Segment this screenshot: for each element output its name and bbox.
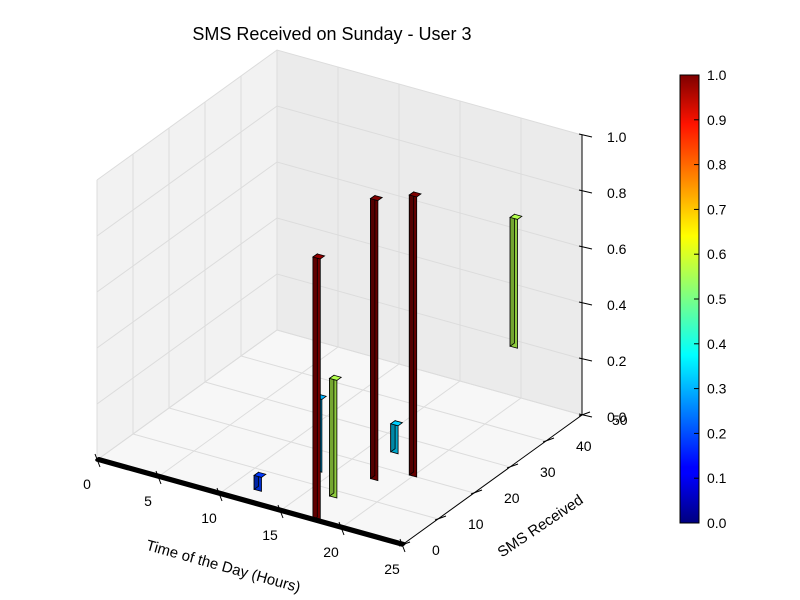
colorbar-tick-label: 1.0 (707, 67, 727, 83)
y-tick-label: 20 (504, 490, 520, 506)
colorbar-tick-label: 0.4 (707, 336, 727, 352)
z-tick-label: 0.4 (607, 297, 627, 313)
bar-side-face (509, 213, 515, 347)
bar (389, 419, 404, 455)
colorbar-tick-label: 0.0 (707, 515, 727, 531)
colorbar-tick-label: 0.7 (707, 201, 727, 217)
bar-top-face (369, 195, 384, 202)
bar-top-face (509, 213, 523, 220)
bar (328, 374, 343, 499)
bar-top-face (408, 191, 422, 198)
z-tick-label: 0.6 (607, 241, 627, 257)
colorbar-tick-label: 0.2 (707, 425, 727, 441)
z-tick-label: 0.2 (607, 353, 627, 369)
colorbar: 0.0 0.1 0.2 0.3 0.4 0.5 0.6 0.7 0.8 0.9 1.0 (679, 67, 727, 531)
x-tick-label: 15 (262, 527, 278, 543)
y-axis-line (401, 414, 583, 546)
bar (408, 191, 422, 478)
gridline-z (96, 217, 583, 349)
bar (253, 471, 267, 492)
y-tick-mark (506, 463, 519, 469)
y-tick-mark (470, 489, 483, 495)
z-tick-mark (578, 133, 593, 138)
colorbar-tick-label: 0.9 (707, 112, 727, 128)
colorbar-tick-label: 0.6 (707, 246, 727, 262)
bar-top-face (389, 420, 404, 427)
x-tick-label: 5 (144, 493, 152, 509)
back-pane (277, 50, 582, 415)
x-tick-label: 25 (384, 561, 400, 577)
colorbar-tick-label: 0.1 (707, 470, 727, 486)
z-tick-label: 0.8 (607, 185, 627, 201)
y-tick-label: 40 (576, 438, 592, 454)
x-axis-label: Time of the Day (Hours) (144, 537, 302, 596)
bar-top-face (311, 253, 326, 260)
bar-side-face (329, 374, 335, 497)
x-tick-label: 0 (83, 476, 91, 492)
z-tick-label: 0.0 (607, 409, 627, 425)
y-tick-label: 0 (432, 542, 440, 558)
bar (369, 194, 384, 482)
colorbar-tick-label: 0.3 (707, 381, 727, 397)
gridline-z (96, 273, 583, 405)
tick-labels: 0 5 10 15 20 25 0 10 20 30 40 500.0 0.2 0.4 0.6 0.8 1.0 (83, 129, 628, 577)
gridline-z (96, 329, 583, 461)
z-tick-mark (578, 245, 593, 250)
x-tick-label: 10 (201, 510, 217, 526)
y-tick-label: 50 (612, 412, 628, 428)
bar (509, 213, 523, 349)
y-tick-label: 30 (540, 464, 556, 480)
y-tick-label: 10 (468, 516, 484, 532)
y-tick-mark (578, 411, 591, 417)
z-tick-mark (578, 413, 593, 418)
colorbar-ticks: 0.0 0.1 0.2 0.3 0.4 0.5 0.6 0.7 0.8 0.9 1.0 (694, 67, 727, 531)
bar-top-face (253, 471, 267, 478)
y-tick-mark (542, 437, 555, 443)
gridline-z (96, 161, 583, 293)
colorbar-tick-label: 0.5 (707, 291, 727, 307)
y-tick-mark (434, 515, 447, 521)
z-tick-mark (578, 189, 593, 194)
axis-panes (97, 50, 582, 545)
gridline-z (96, 105, 583, 237)
z-tick-label: 1.0 (607, 129, 627, 145)
left-pane (97, 50, 277, 460)
chart-title: SMS Received on Sunday - User 3 (192, 24, 471, 44)
baseline-strip (95, 456, 406, 547)
colorbar-tick-label: 0.8 (707, 157, 727, 173)
bar-side-face (408, 191, 415, 476)
bar-side-face (370, 194, 376, 480)
bar-side-face (312, 253, 318, 521)
x-tick-label: 20 (323, 544, 339, 560)
z-tick-mark (578, 357, 593, 362)
bar-top-face (328, 374, 343, 381)
bar-side-face (390, 419, 396, 453)
bars-group (95, 191, 523, 547)
gridline-z (96, 49, 583, 181)
z-tick-mark (578, 301, 593, 306)
